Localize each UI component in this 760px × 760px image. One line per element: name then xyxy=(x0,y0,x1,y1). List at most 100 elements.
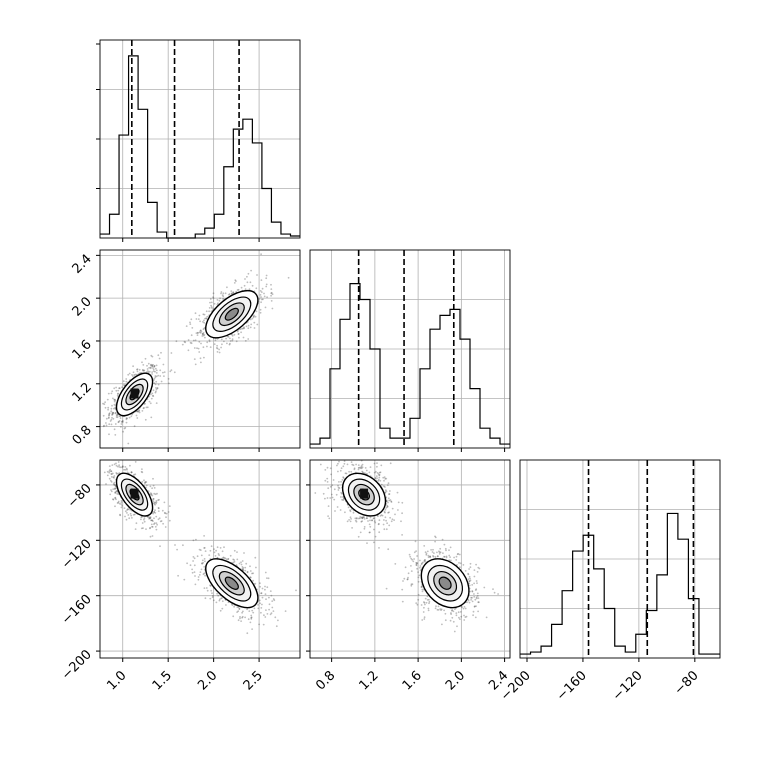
scatter-2-point xyxy=(140,470,143,473)
scatter-1-point xyxy=(253,314,256,317)
scatter-2-point xyxy=(120,466,122,469)
scatter-2-point xyxy=(266,586,269,589)
scatter-1-point xyxy=(104,401,106,404)
scatter-1-point xyxy=(111,416,113,419)
scatter-3-point xyxy=(473,582,475,585)
scatter-1-point xyxy=(143,407,145,409)
scatter-1-point xyxy=(203,327,206,330)
scatter-2-point xyxy=(153,487,156,489)
scatter-1-point xyxy=(196,347,198,349)
scatter-1-point xyxy=(228,293,231,295)
scatter-2-point xyxy=(109,493,112,496)
scatter-3-point xyxy=(383,528,386,531)
scatter-3-point xyxy=(453,556,455,559)
scatter-1-point xyxy=(218,299,221,302)
scatter-3-point xyxy=(414,540,417,543)
scatter-1-point xyxy=(216,347,219,350)
scatter-2-point xyxy=(117,465,119,468)
scatter-2-point xyxy=(224,557,227,560)
scatter-2-point xyxy=(215,601,218,604)
scatter-2-point xyxy=(251,572,253,575)
scatter-3-point xyxy=(378,474,381,476)
scatter-1-point xyxy=(113,428,116,431)
scatter-1-point xyxy=(152,389,155,392)
scatter-3-point xyxy=(322,492,325,495)
scatter-2-point xyxy=(150,493,153,495)
scatter-3-point xyxy=(440,609,442,611)
scatter-1-point xyxy=(200,342,202,345)
scatter-2-point xyxy=(163,501,166,504)
scatter-2-point xyxy=(152,512,155,515)
scatter-3-point xyxy=(337,484,339,487)
scatter-1-point xyxy=(131,413,134,416)
scatter-3-point xyxy=(391,507,394,510)
scatter-3-point xyxy=(368,531,371,534)
scatter-1-point xyxy=(155,388,158,391)
scatter-2-point xyxy=(112,498,114,501)
scatter-1-point xyxy=(202,321,204,323)
scatter-2-point xyxy=(156,492,158,495)
scatter-3-point xyxy=(410,565,412,567)
scatter-3-point xyxy=(425,553,428,556)
scatter-3-point xyxy=(385,507,387,509)
scatter-2-point xyxy=(241,560,244,562)
scatter-1-point xyxy=(196,334,199,336)
scatter-3-point xyxy=(378,523,380,525)
scatter-1-point xyxy=(159,375,162,377)
scatter-1-contour xyxy=(224,307,239,321)
scatter-3-point xyxy=(443,609,445,612)
scatter-1-point xyxy=(226,342,228,345)
scatter-1-point xyxy=(150,354,153,357)
scatter-1-point xyxy=(163,375,165,377)
scatter-1-point xyxy=(138,411,141,414)
scatter-2-point xyxy=(231,604,234,606)
scatter-3-point xyxy=(387,497,390,500)
scatter-1-point xyxy=(259,308,262,311)
scatter-1-point xyxy=(102,425,105,428)
scatter-1-point xyxy=(265,285,268,288)
scatter-1-point xyxy=(196,331,199,334)
scatter-2-point xyxy=(114,488,116,490)
scatter-3-point xyxy=(434,607,437,610)
scatter-2-point xyxy=(153,510,156,513)
scatter-3-point xyxy=(377,515,379,518)
scatter-2-point xyxy=(114,485,117,488)
scatter-3-point xyxy=(387,548,390,551)
scatter-2-point xyxy=(260,607,263,609)
scatter-2-point xyxy=(142,527,144,529)
scatter-1-point xyxy=(157,383,160,386)
scatter-3-point xyxy=(402,580,404,582)
scatter-2-point xyxy=(266,577,268,579)
scatter-2-point xyxy=(103,471,106,474)
scatter-2-point xyxy=(164,512,167,515)
scatter-2-point xyxy=(264,593,267,595)
scatter-3-point xyxy=(361,517,363,519)
scatter-1-point xyxy=(249,318,252,321)
scatter-1-point xyxy=(104,406,107,409)
scatter-3-point xyxy=(439,547,442,550)
scatter-1-point xyxy=(108,413,111,415)
scatter-3-point xyxy=(432,548,434,551)
scatter-3-point xyxy=(363,527,366,530)
scatter-2-point xyxy=(245,562,248,565)
scatter-2-point xyxy=(260,592,263,594)
scatter-2-point xyxy=(227,558,230,560)
scatter-2-point xyxy=(113,484,116,486)
scatter-1-point xyxy=(235,280,237,282)
scatter-2-point xyxy=(151,494,154,497)
scatter-3-point xyxy=(421,588,424,591)
scatter-2-point xyxy=(124,510,127,513)
scatter-2-point xyxy=(150,493,153,496)
scatter-1-point xyxy=(231,338,234,340)
scatter-3-point xyxy=(363,526,366,528)
scatter-1-point xyxy=(199,329,202,332)
scatter-3-point xyxy=(361,517,364,519)
scatter-2-point xyxy=(204,550,207,552)
scatter-3-point xyxy=(429,555,431,558)
scatter-1-point xyxy=(138,410,141,412)
scatter-1-point xyxy=(270,300,273,302)
scatter-1-point xyxy=(146,406,149,409)
scatter-1-point xyxy=(247,272,250,275)
scatter-3-point xyxy=(468,580,471,582)
scatter-3-point xyxy=(351,463,354,466)
